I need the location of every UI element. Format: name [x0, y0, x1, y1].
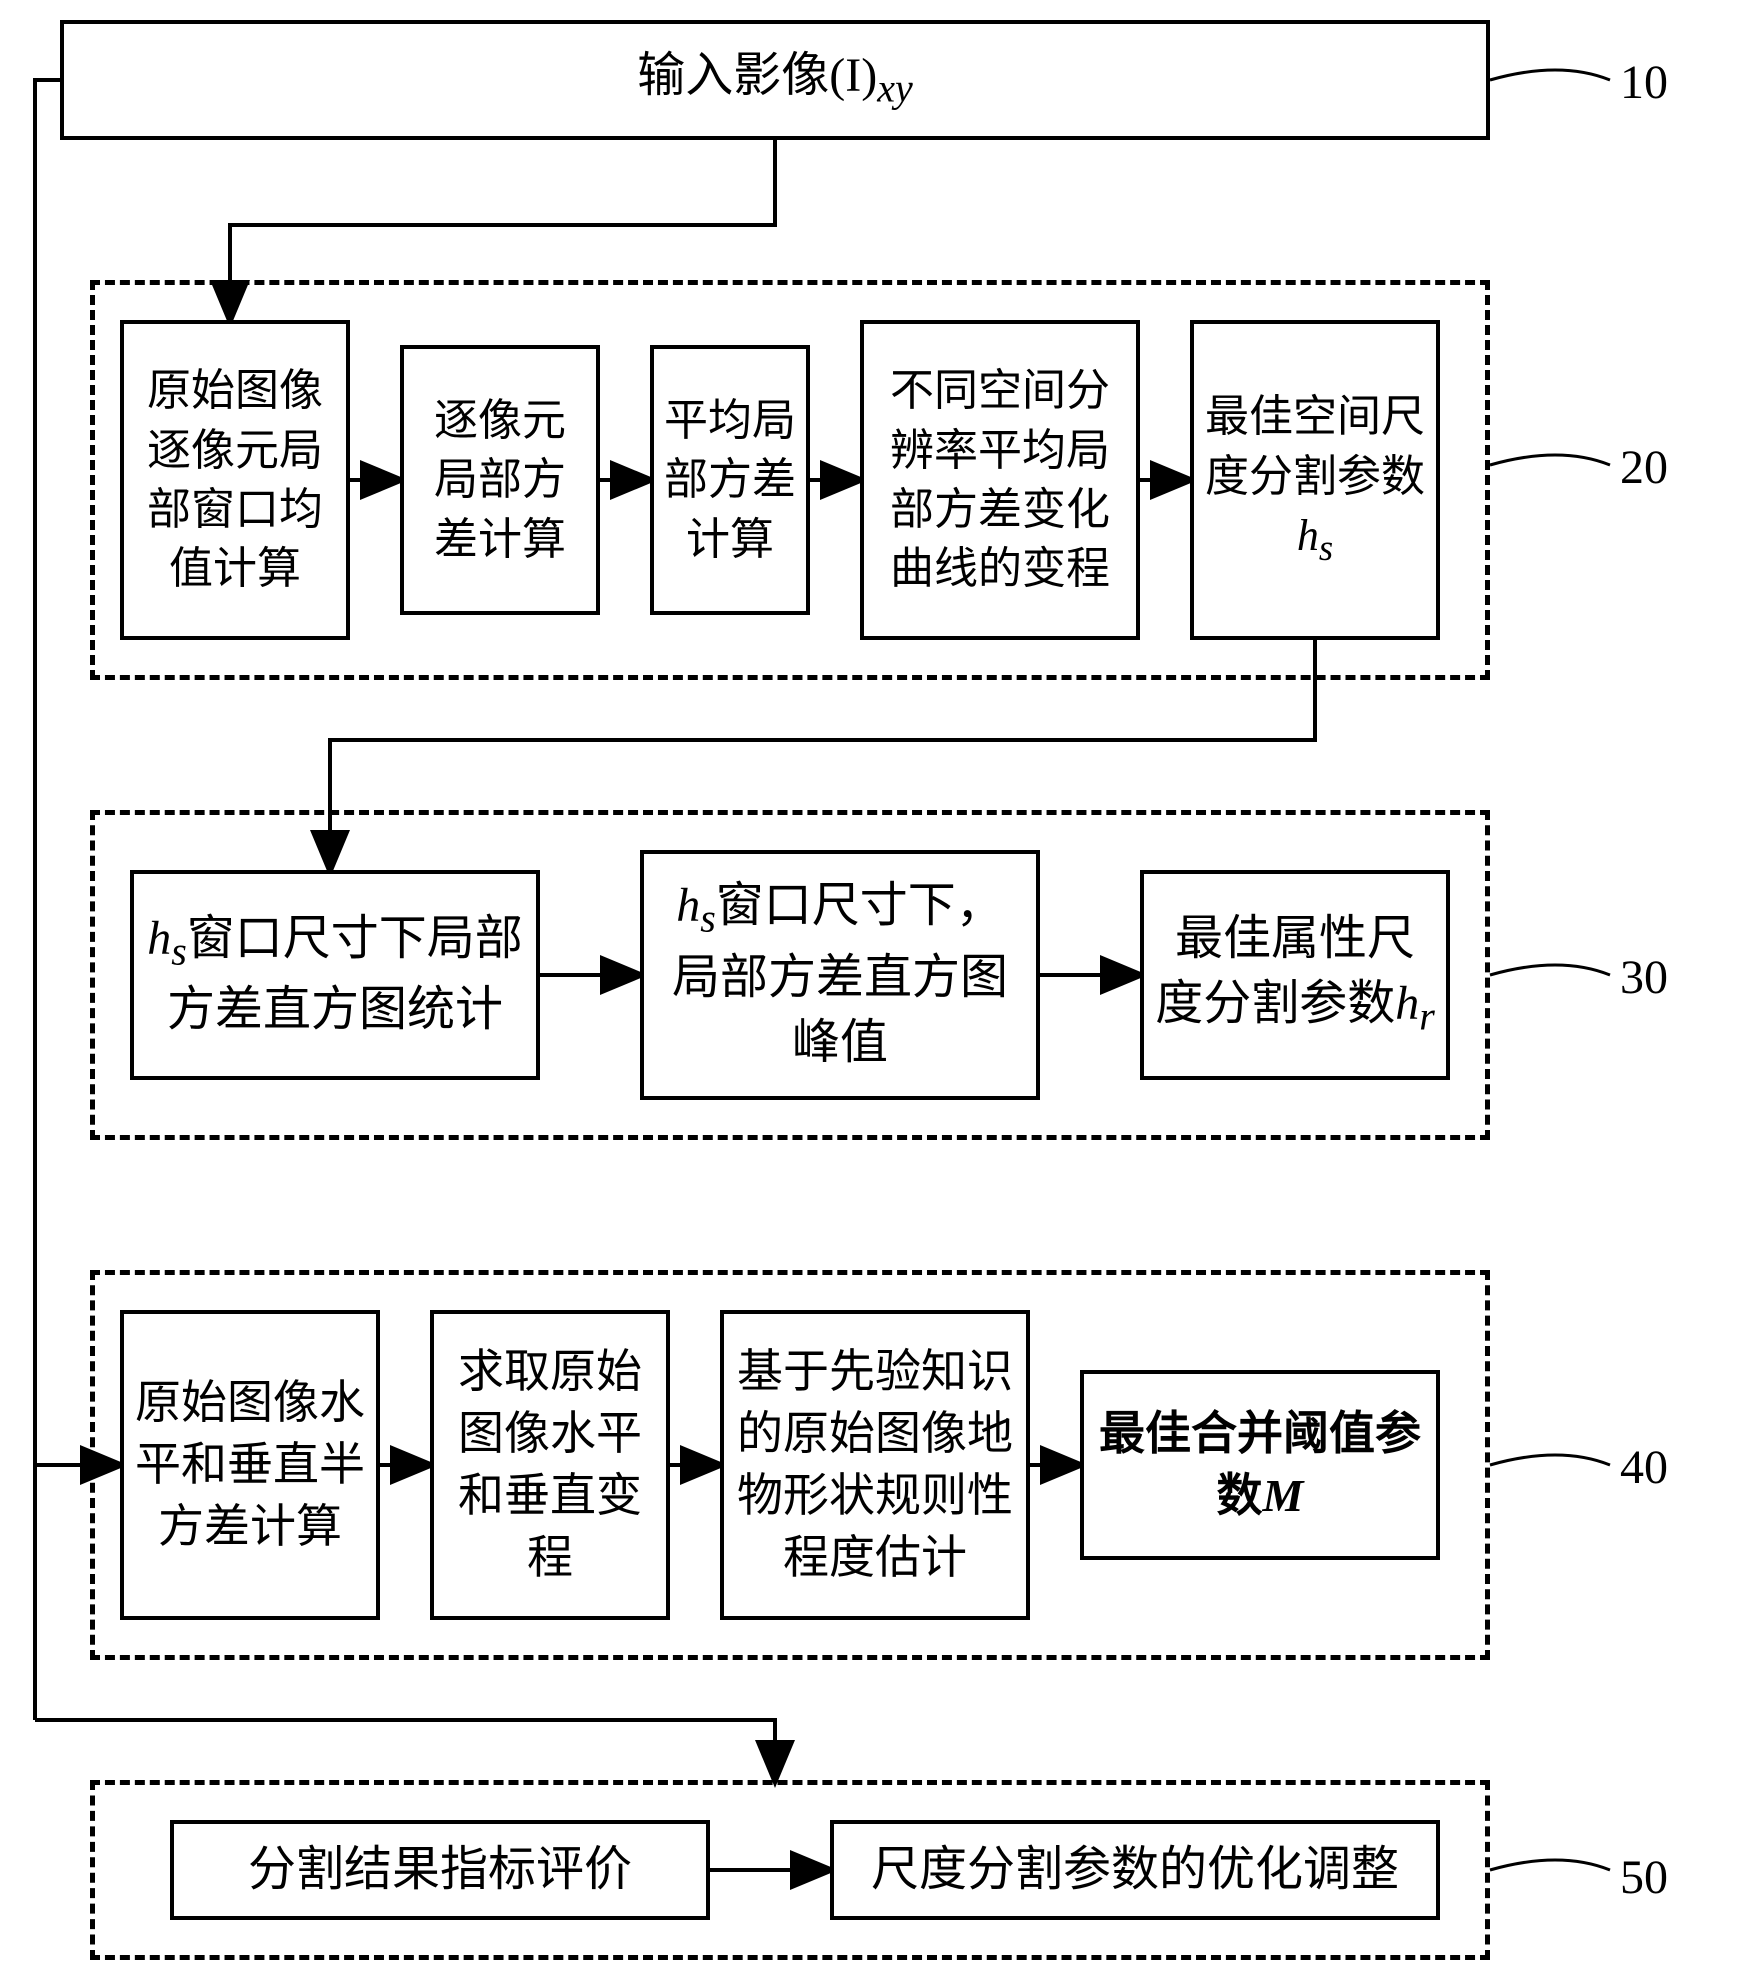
- group-40-box-2: 基于先验知识的原始图像地物形状规则性程度估计: [720, 1310, 1030, 1620]
- group-40-box-1: 求取原始图像水平和垂直变程: [430, 1310, 670, 1620]
- group-40-box-3: 最佳合并阈值参数M: [1080, 1370, 1440, 1560]
- group-50-box-1: 尺度分割参数的优化调整: [830, 1820, 1440, 1920]
- group-20-box-3: 不同空间分辨率平均局部方差变化曲线的变程: [860, 320, 1140, 640]
- group-20-box-1: 逐像元局部方差计算: [400, 345, 600, 615]
- group-30-box-1: hs窗口尺寸下，局部方差直方图峰值: [640, 850, 1040, 1100]
- group-label-40: 40: [1620, 1440, 1668, 1495]
- input-image-box: 输入影像(I)xy: [60, 20, 1490, 140]
- group-label-10: 10: [1620, 55, 1668, 110]
- group-20-box-2: 平均局部方差计算: [650, 345, 810, 615]
- group-20-box-0: 原始图像逐像元局部窗口均值计算: [120, 320, 350, 640]
- group-30-box-0: hs窗口尺寸下局部方差直方图统计: [130, 870, 540, 1080]
- group-30-box-2: 最佳属性尺度分割参数hr: [1140, 870, 1450, 1080]
- group-40-box-0: 原始图像水平和垂直半方差计算: [120, 1310, 380, 1620]
- flowchart-canvas: 输入影像(I)xy 原始图像逐像元局部窗口均值计算逐像元局部方差计算平均局部方差计…: [0, 0, 1762, 1979]
- group-label-50: 50: [1620, 1850, 1668, 1905]
- group-50-box-0: 分割结果指标评价: [170, 1820, 710, 1920]
- group-label-20: 20: [1620, 440, 1668, 495]
- group-20-box-4: 最佳空间尺度分割参数hs: [1190, 320, 1440, 640]
- group-label-30: 30: [1620, 950, 1668, 1005]
